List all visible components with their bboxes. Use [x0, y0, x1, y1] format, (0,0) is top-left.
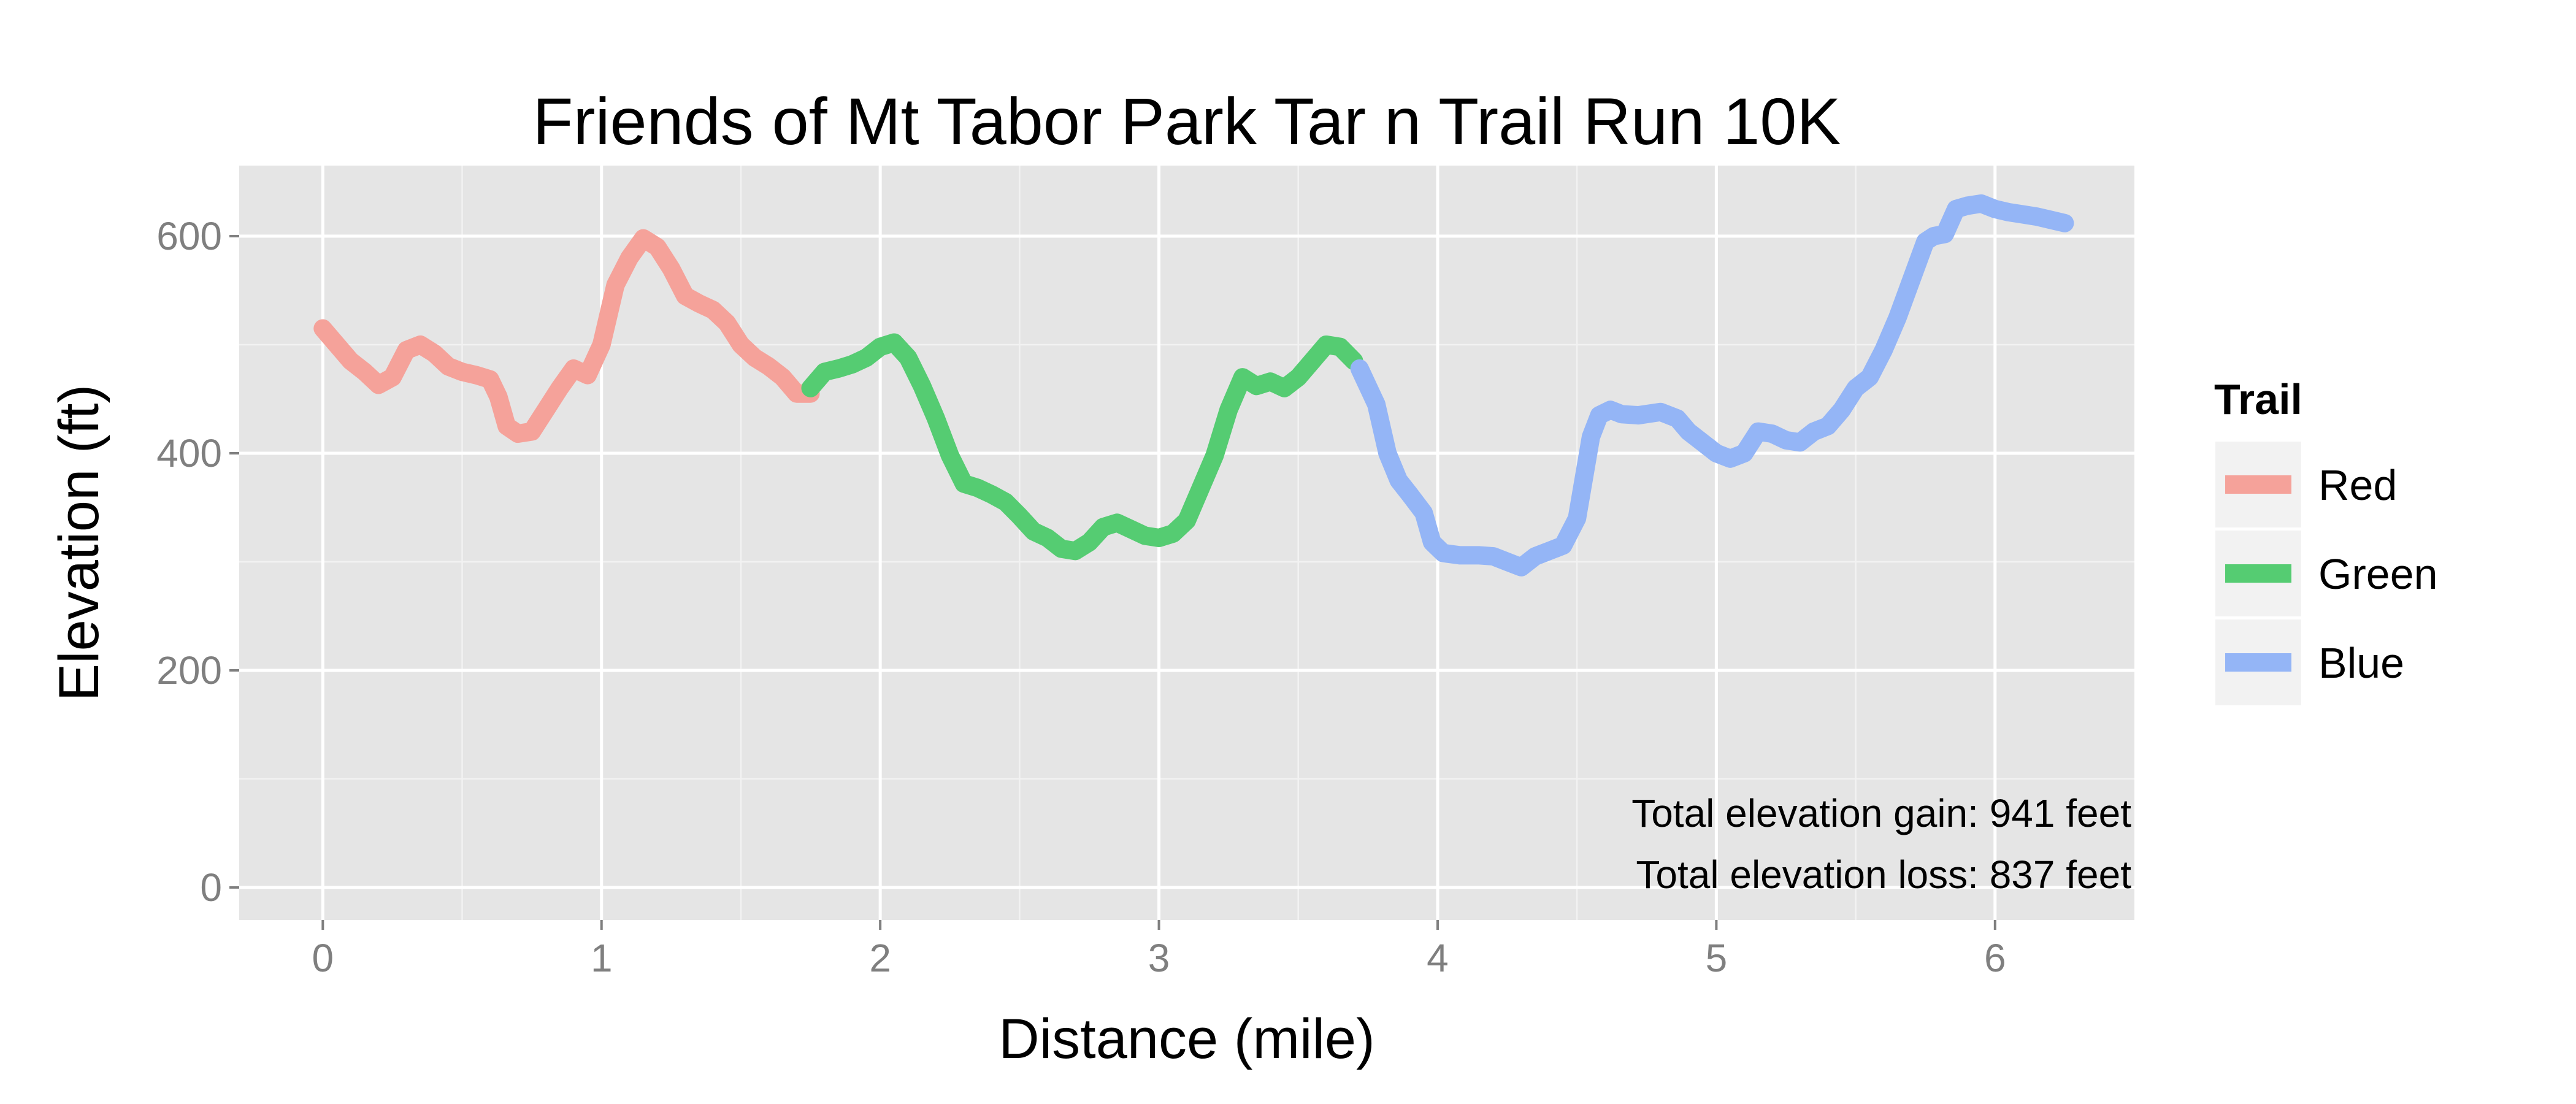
legend-title: Trail — [2214, 375, 2302, 423]
series-blue-line — [1350, 194, 2074, 577]
plot-panel — [239, 166, 2134, 920]
legend-label-green: Green — [2318, 550, 2438, 598]
x-tick-label-2: 2 — [869, 936, 891, 980]
x-axis-title: Distance (mile) — [999, 1008, 1374, 1070]
series-green-line — [801, 333, 1363, 561]
y-axis-title: Elevation (ft) — [48, 385, 110, 701]
x-tick-label-0: 0 — [312, 936, 334, 980]
y-tick-label-2: 400 — [156, 431, 222, 475]
legend-label-blue: Blue — [2318, 639, 2404, 687]
chart-title: Friends of Mt Tabor Park Tar n Trail Run… — [533, 84, 1841, 158]
legend-keys: Red Green Blue — [2215, 442, 2438, 705]
x-tick-label-5: 5 — [1706, 936, 1728, 980]
minor-gridlines — [239, 166, 2134, 920]
elevation-gain-annotation: Total elevation gain: 941 feet — [1631, 791, 2131, 835]
x-tick-label-4: 4 — [1427, 936, 1449, 980]
axis-ticks — [229, 235, 1996, 930]
major-gridlines — [239, 166, 2134, 920]
legend-label-red: Red — [2318, 461, 2397, 509]
legend: Trail Red Green Blue — [2214, 375, 2438, 705]
series-red-line — [313, 229, 820, 443]
x-tick-label-1: 1 — [591, 936, 613, 980]
y-tick-label-0: 0 — [200, 865, 222, 910]
x-tick-labels: 0 1 2 3 4 5 6 — [312, 936, 2006, 980]
series-lines — [313, 194, 2074, 577]
y-tick-labels: 0 200 400 600 — [156, 214, 222, 910]
x-tick-label-6: 6 — [1984, 936, 2006, 980]
elevation-loss-annotation: Total elevation loss: 837 feet — [1636, 853, 2131, 897]
y-tick-label-3: 600 — [156, 214, 222, 258]
y-tick-label-1: 200 — [156, 648, 222, 692]
x-tick-label-3: 3 — [1148, 936, 1170, 980]
